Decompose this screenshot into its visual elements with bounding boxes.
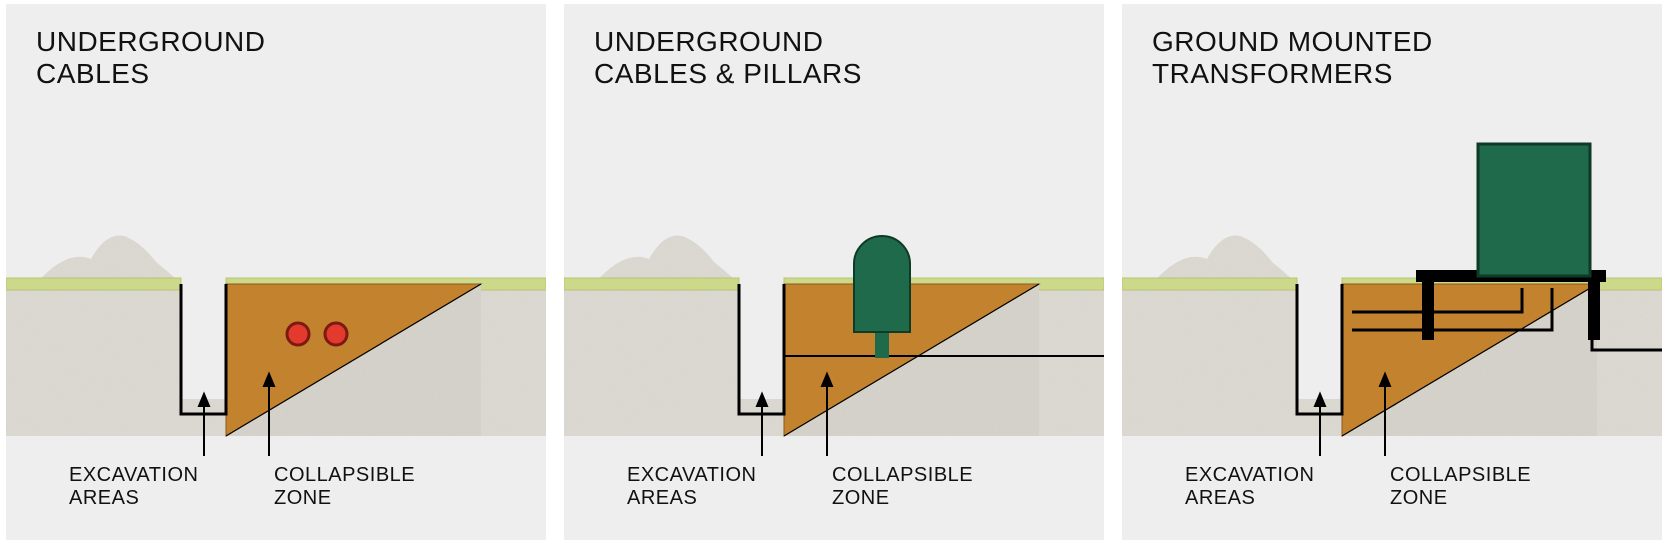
- panel-title: UNDERGROUND CABLES & PILLARS: [594, 26, 862, 90]
- panel-underground-cables: UNDERGROUND CABLES EXCAVATION AREAS COLL…: [6, 4, 546, 540]
- diagram-row: UNDERGROUND CABLES EXCAVATION AREAS COLL…: [0, 0, 1668, 544]
- label-excavation: EXCAVATION AREAS: [627, 464, 756, 510]
- label-excavation: EXCAVATION AREAS: [69, 464, 198, 510]
- label-collapsible: COLLAPSIBLE ZONE: [274, 464, 415, 510]
- label-excavation: EXCAVATION AREAS: [1185, 464, 1314, 510]
- label-collapsible: COLLAPSIBLE ZONE: [1390, 464, 1531, 510]
- panel-title: GROUND MOUNTED TRANSFORMERS: [1152, 26, 1433, 90]
- panel-cables-and-pillars: UNDERGROUND CABLES & PILLARS EXCAVATION …: [564, 4, 1104, 540]
- panel-title: UNDERGROUND CABLES: [36, 26, 266, 90]
- label-collapsible: COLLAPSIBLE ZONE: [832, 464, 973, 510]
- panel-ground-mounted-transformers: GROUND MOUNTED TRANSFORMERS EXCAVATION A…: [1122, 4, 1662, 540]
